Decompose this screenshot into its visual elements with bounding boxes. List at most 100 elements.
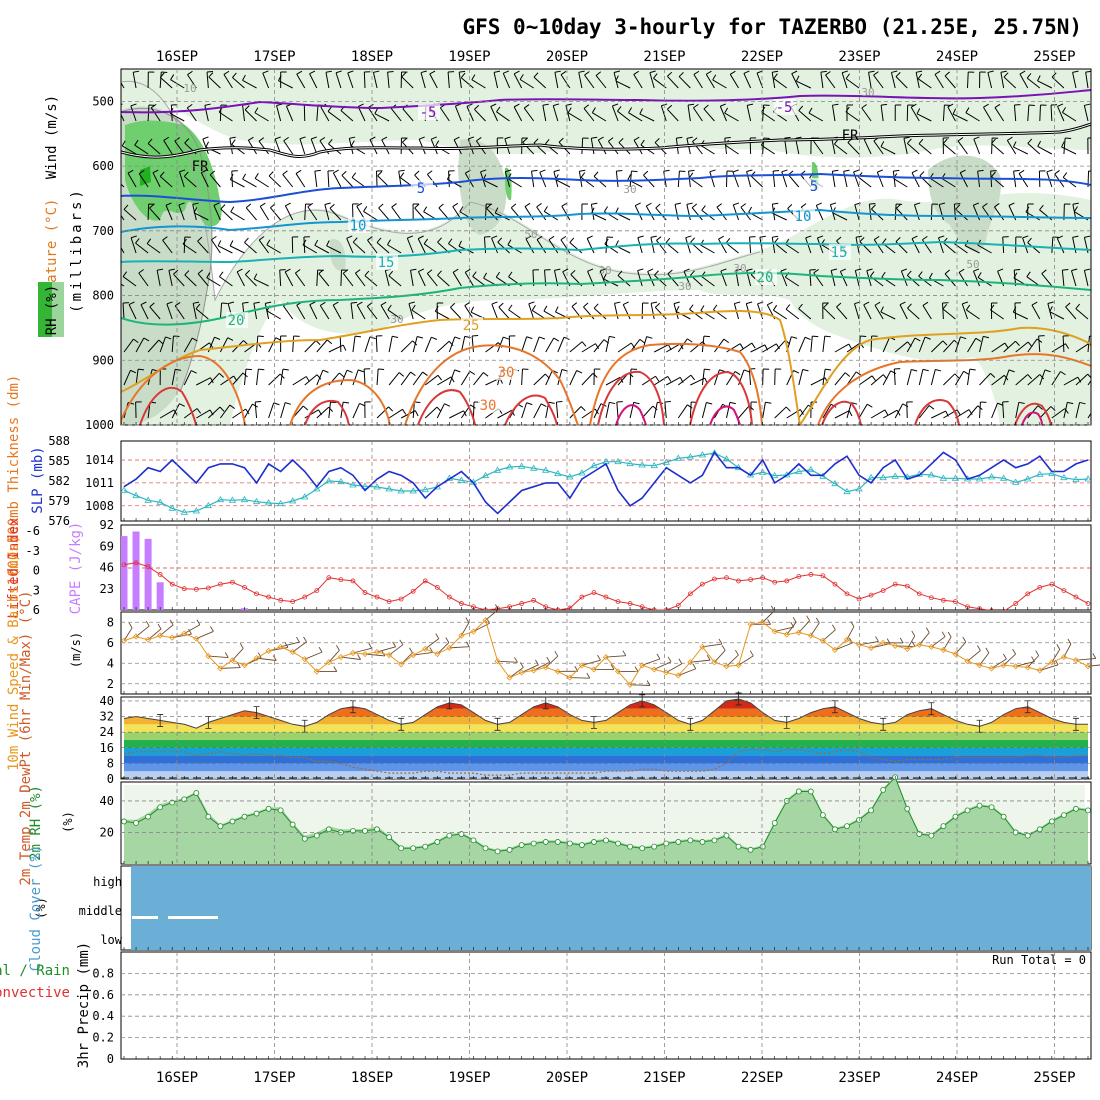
wind10m-barb-flag bbox=[465, 641, 470, 647]
thickness-point bbox=[770, 471, 779, 479]
wind-barb-flag bbox=[165, 202, 172, 206]
wind-barb bbox=[355, 272, 366, 287]
wind-barb bbox=[944, 75, 956, 89]
wind-barb bbox=[123, 338, 134, 353]
li-point bbox=[904, 583, 910, 589]
wind10m-barb bbox=[256, 657, 277, 661]
thickness-point bbox=[698, 451, 707, 458]
run-total-label: Run Total = 0 bbox=[992, 953, 1086, 967]
wind-barb bbox=[1051, 371, 1061, 386]
wind-barb-flag bbox=[1027, 374, 1033, 380]
bottom-date-axis: 16SEP 17SEP 18SEP 19SEP 20SEP 21SEP 22SEP 23SEP… bbox=[156, 1070, 1076, 1086]
wind-barb-flag bbox=[784, 136, 791, 139]
wind-barb bbox=[524, 206, 535, 221]
wind10m-barb bbox=[738, 655, 754, 666]
wind-barb bbox=[519, 79, 534, 89]
wind-barb-flag bbox=[414, 203, 420, 209]
freezing-label: FR bbox=[842, 128, 859, 144]
wind-barb bbox=[1039, 104, 1041, 122]
wind-barb bbox=[280, 402, 286, 419]
wind-barb bbox=[836, 306, 848, 320]
wind-barb bbox=[121, 145, 137, 155]
wind-barb bbox=[121, 183, 125, 188]
wind-barb bbox=[701, 276, 715, 287]
wind-barb bbox=[316, 339, 328, 353]
thickness-point bbox=[1084, 475, 1091, 482]
wind-barb bbox=[1037, 145, 1053, 155]
wind-barb bbox=[206, 277, 221, 287]
wind-barb bbox=[472, 401, 475, 419]
wind-barb-flag bbox=[229, 404, 235, 410]
wind-barb bbox=[304, 409, 319, 419]
wind-barb bbox=[584, 74, 595, 89]
wind-barb-flag bbox=[960, 336, 967, 340]
wind-barb-flag bbox=[703, 335, 710, 338]
wind-barb-flag bbox=[628, 107, 633, 113]
rh-contour-label: 50 bbox=[966, 258, 979, 271]
rh2m-point bbox=[964, 807, 971, 814]
wind-unit: (m/s) bbox=[69, 632, 83, 668]
wind10m-barb-flag bbox=[392, 641, 397, 648]
wind-barb bbox=[918, 143, 932, 155]
wind-barb-flag bbox=[536, 235, 543, 240]
wind10m-barb-flag bbox=[941, 631, 946, 637]
wind-barb-flag bbox=[1026, 271, 1031, 277]
wind10m-barb bbox=[449, 646, 470, 649]
wind-barb bbox=[746, 105, 752, 122]
wind-barb-flag bbox=[285, 202, 291, 207]
wind10m-point bbox=[145, 636, 152, 643]
wind-barb bbox=[316, 406, 329, 419]
wind-barb bbox=[578, 72, 583, 89]
li-point bbox=[362, 590, 368, 595]
wind-barb-flag bbox=[851, 402, 858, 405]
wind-barb bbox=[991, 402, 998, 419]
top-date-label: 24SEP bbox=[936, 49, 978, 65]
wind-barb-flag bbox=[284, 268, 291, 273]
wind-barb-flag bbox=[1046, 169, 1053, 173]
wind-barb-flag bbox=[435, 140, 440, 147]
wind-barb-flag bbox=[673, 301, 680, 305]
wind10m-barb-flag bbox=[336, 645, 340, 651]
wind-barb-flag bbox=[1013, 272, 1018, 279]
wind-barb-flag bbox=[483, 372, 489, 377]
wind10m-point bbox=[639, 662, 646, 669]
wind-barb bbox=[942, 242, 956, 254]
wind10m-barb-flag bbox=[196, 619, 201, 626]
wind-barb bbox=[220, 375, 234, 386]
wind-barb bbox=[967, 338, 977, 353]
wind10m-barb bbox=[714, 650, 726, 663]
wind-barb-flag bbox=[332, 301, 339, 306]
wind10m-point bbox=[807, 632, 814, 639]
wind-barb bbox=[701, 336, 705, 353]
bottom-date-label: 19SEP bbox=[448, 1070, 490, 1086]
cape-bar bbox=[144, 538, 152, 610]
wind-barb-flag bbox=[325, 70, 333, 73]
wind-barb-flag bbox=[693, 103, 699, 109]
wind-barb-flag bbox=[231, 139, 236, 145]
wind10m-barb bbox=[955, 641, 967, 655]
wind-barb bbox=[200, 172, 209, 188]
wind-barb-flag bbox=[884, 409, 889, 416]
wind-barb bbox=[135, 242, 149, 254]
wind-barb bbox=[1015, 341, 1029, 353]
wind-barb-flag bbox=[326, 240, 330, 247]
wind-barb-flag bbox=[609, 401, 616, 405]
dewpt2m-line bbox=[123, 749, 1088, 776]
wind-barb bbox=[825, 74, 836, 89]
wind-barb bbox=[771, 72, 776, 89]
wind-barb-flag bbox=[453, 136, 460, 141]
wind-barb bbox=[256, 369, 259, 386]
wind-barb-flag bbox=[427, 269, 433, 274]
wind-barb bbox=[183, 408, 198, 419]
wind10m-barb-flag bbox=[718, 638, 723, 645]
bottom-date-label: 23SEP bbox=[838, 1070, 880, 1086]
wind-barb-flag bbox=[127, 169, 134, 174]
wind-barb-flag bbox=[480, 169, 487, 173]
li-point bbox=[916, 591, 922, 597]
wind-barb-flag bbox=[618, 138, 624, 143]
wind-barb-flag bbox=[855, 235, 862, 238]
wind-barb-flag bbox=[1044, 369, 1051, 373]
wind-barb-flag bbox=[307, 202, 314, 208]
